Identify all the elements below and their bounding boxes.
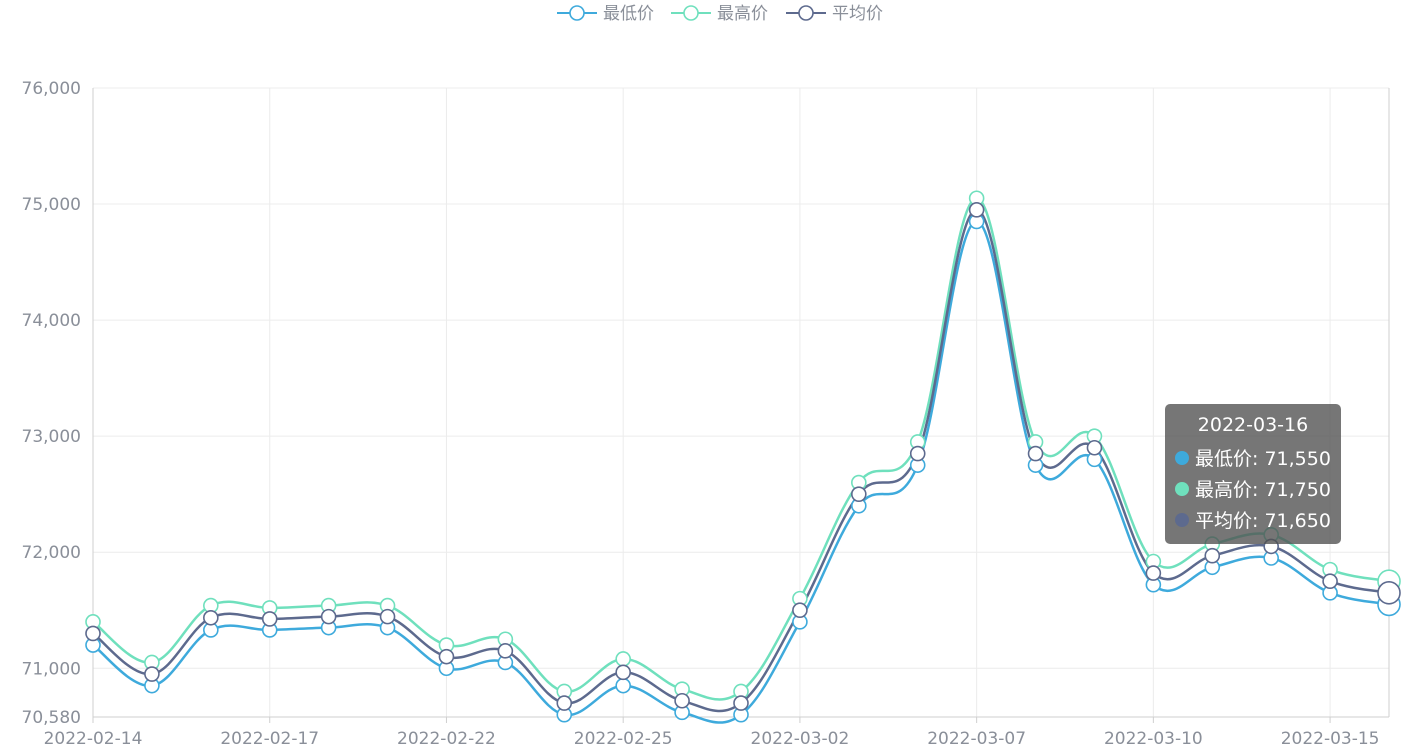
point-avg[interactable] [1204,547,1221,564]
point-avg[interactable] [792,602,808,619]
x-tick-label: 2022-02-17 [220,729,319,749]
tooltip-row-low: 最低价: 71,550 [1175,442,1331,473]
legend-item-high[interactable]: 最高价 [671,4,768,24]
y-tick-label: 70,580 [22,708,81,728]
legend-label: 平均价 [832,4,883,24]
y-tick-label: 75,000 [22,195,81,215]
legend-circle-icon [798,5,814,21]
y-tick-label: 74,000 [22,311,81,331]
x-tick-label: 2022-02-25 [574,729,673,749]
tooltip-label-low: 最低价: 71,550 [1195,448,1331,470]
point-avg[interactable] [1086,439,1103,456]
point-avg[interactable] [615,664,631,681]
legend-item-low[interactable]: 最低价 [557,4,654,24]
point-avg[interactable] [203,609,219,626]
y-tick-label: 76,000 [22,79,81,99]
point-avg[interactable] [379,608,396,625]
point-avg[interactable] [144,666,160,682]
tooltip-dot-avg [1175,512,1189,527]
point-avg[interactable] [1377,581,1401,605]
legend-circle-icon [569,5,585,21]
tooltip-dot-high [1175,481,1189,496]
tooltip-row-avg: 平均价: 71,650 [1175,504,1331,535]
x-tick-label: 2022-03-15 [1281,729,1380,749]
legend-label: 最低价 [603,4,654,24]
tooltip-dot-low [1175,450,1189,465]
point-avg[interactable] [497,643,514,659]
point-avg[interactable] [733,695,749,711]
x-tick-label: 2022-03-07 [927,729,1026,749]
point-avg[interactable] [261,611,278,627]
point-avg[interactable] [438,648,455,665]
tooltip-label-high: 最高价: 71,750 [1195,479,1331,501]
grid [93,87,1389,717]
point-avg[interactable] [909,445,926,462]
point-avg[interactable] [851,486,867,502]
legend[interactable]: 最低价 最高价 平均价 [557,4,883,24]
legend-label: 最高价 [717,4,768,24]
x-tick-label: 2022-02-14 [44,729,143,749]
legend-circle-icon [683,5,699,21]
legend-item-avg[interactable]: 平均价 [786,4,883,24]
x-tick-label: 2022-03-10 [1104,729,1203,749]
tooltip-label-avg: 平均价: 71,650 [1195,510,1331,532]
y-tick-label: 71,000 [22,659,81,679]
point-avg[interactable] [1027,445,1044,462]
tooltip: 2022-03-16 最低价: 71,550 最高价: 71,750 平均价: … [1165,404,1341,544]
x-tick-label: 2022-03-02 [751,729,850,749]
point-low[interactable] [615,677,631,694]
y-tick-label: 73,000 [22,427,81,447]
y-tick-label: 72,000 [22,543,81,563]
point-avg[interactable] [320,608,337,625]
point-avg[interactable] [85,625,101,642]
point-avg[interactable] [1322,573,1338,590]
x-tick-label: 2022-02-22 [397,729,496,749]
point-avg[interactable] [674,692,690,709]
tooltip-title: 2022-03-16 [1197,414,1309,436]
point-avg[interactable] [1145,565,1162,581]
series-points[interactable] [85,190,1401,723]
point-avg[interactable] [556,695,573,711]
point-high[interactable] [615,651,631,667]
point-avg[interactable] [968,202,985,218]
tooltip-row-high: 最高价: 71,750 [1175,473,1331,504]
